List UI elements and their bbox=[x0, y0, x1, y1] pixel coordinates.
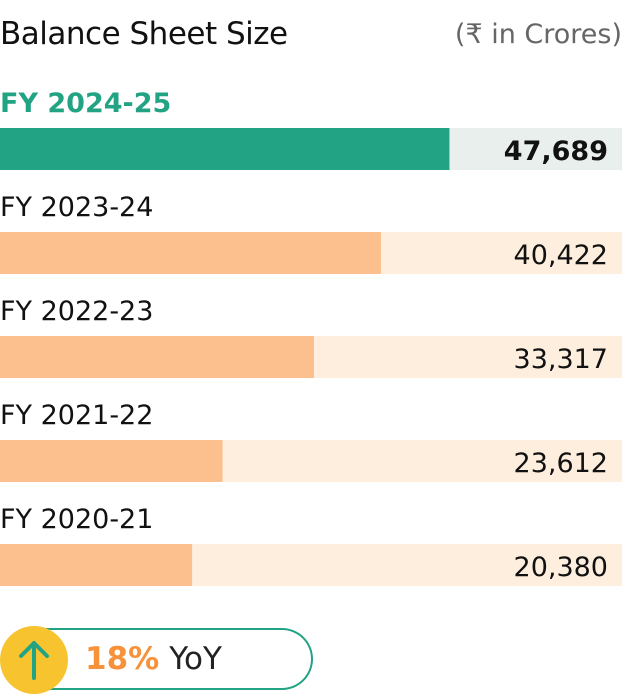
value-label: 47,689 bbox=[504, 136, 608, 167]
category-label: FY 2022-23 bbox=[0, 296, 153, 327]
bar bbox=[0, 440, 223, 482]
balance-sheet-bar-chart: FY 2024-25 47,689 FY 2023-24 40,422 FY 2022-… bbox=[0, 88, 622, 586]
value-label: 40,422 bbox=[514, 240, 608, 271]
yoy-pill: 18% YoY bbox=[40, 628, 313, 690]
yoy-percent: 18% bbox=[85, 641, 160, 677]
yoy-badge: 18% YoY bbox=[0, 626, 320, 694]
category-label: FY 2024-25 bbox=[0, 88, 171, 119]
category-label: FY 2023-24 bbox=[0, 192, 153, 223]
bar bbox=[0, 336, 314, 378]
bar bbox=[0, 128, 450, 170]
category-label: FY 2020-21 bbox=[0, 504, 153, 535]
bar bbox=[0, 544, 193, 586]
arrow-up-icon bbox=[0, 626, 68, 694]
value-label: 20,380 bbox=[514, 552, 608, 583]
value-label: 33,317 bbox=[514, 344, 608, 375]
category-label: FY 2021-22 bbox=[0, 400, 153, 431]
unit-label: (₹ in Crores) bbox=[454, 18, 622, 50]
bar bbox=[0, 232, 381, 274]
chart-header: Balance Sheet Size (₹ in Crores) bbox=[0, 12, 622, 56]
yoy-label: YoY bbox=[169, 641, 222, 677]
chart-title: Balance Sheet Size bbox=[0, 16, 288, 52]
value-label: 23,612 bbox=[514, 448, 608, 479]
